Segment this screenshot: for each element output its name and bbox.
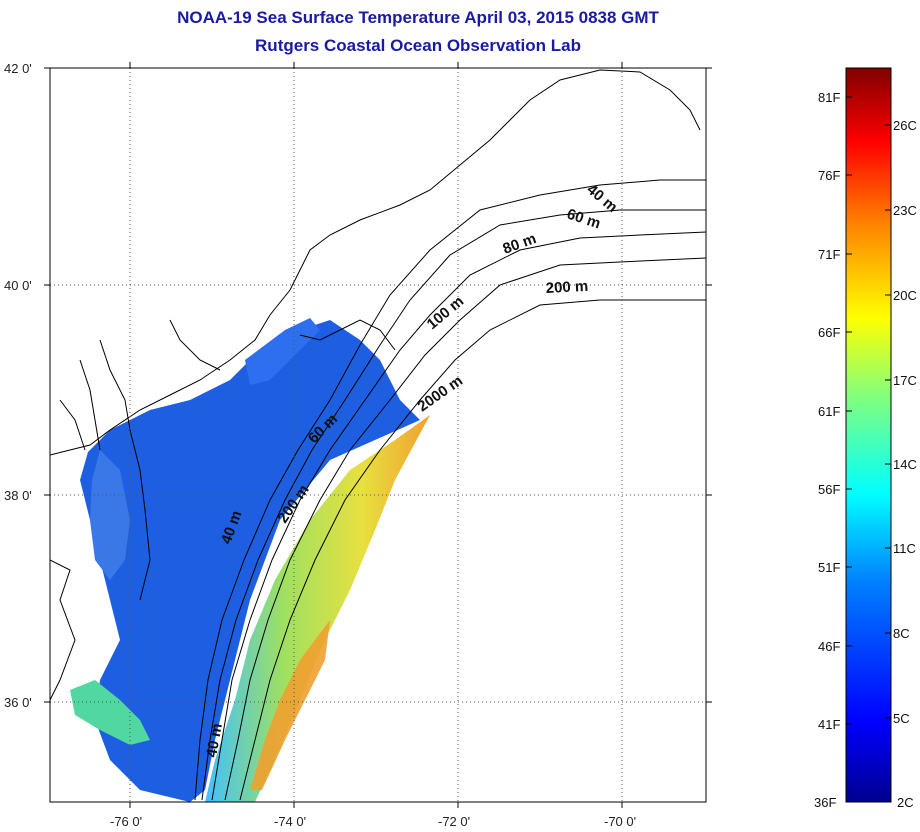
lon-label: -72 0' <box>438 814 470 829</box>
colorbar-f-label: 51F <box>818 560 840 575</box>
colorbar-f-label: 66F <box>818 325 840 340</box>
axis-ticks <box>44 62 712 808</box>
contour-label: 100 m <box>424 293 468 333</box>
map-panel <box>50 69 706 802</box>
colorbar-f-label: 71F <box>818 247 840 262</box>
contour-label: 200 m <box>545 278 588 297</box>
bathymetry-contours <box>194 179 706 801</box>
map-title: NOAA-19 Sea Surface Temperature April 03… <box>177 8 659 27</box>
colorbar-c-label: 8C <box>893 626 910 641</box>
sst-warm-offshore-water <box>205 415 430 802</box>
colorbar-c-label: 17C <box>893 373 917 388</box>
lat-label: 38 0' <box>4 488 32 503</box>
lat-label: 40 0' <box>4 278 32 293</box>
colorbar-f-label: 76F <box>818 168 840 183</box>
lat-label: 36 0' <box>4 695 32 710</box>
lon-label: -74 0' <box>274 814 306 829</box>
sst-cold-north-patch <box>245 318 320 385</box>
colorbar-f-label: 36F <box>814 795 836 810</box>
colorbar-c-label: 11C <box>893 541 916 556</box>
sst-bay-water <box>90 450 130 580</box>
sst-cold-shelf-water <box>80 320 420 802</box>
lon-label: -70 0' <box>604 814 636 829</box>
colorbar-f-label: 81F <box>818 90 840 105</box>
colorbar-f-label: 41F <box>818 717 840 732</box>
sst-warm-core <box>250 620 330 790</box>
lon-label: -76 0' <box>110 814 142 829</box>
contour-label: 80 m <box>501 230 539 258</box>
contour-label: 40 m <box>203 722 226 759</box>
colorbar-f-label: 61F <box>818 404 840 419</box>
colorbar <box>845 67 892 803</box>
graticule <box>50 68 706 802</box>
chesapeake-bay-outline <box>59 339 151 601</box>
colorbar-c-label: 14C <box>893 457 917 472</box>
map-frame <box>49 67 707 803</box>
coastline <box>50 69 701 701</box>
colorbar-c-label: 23C <box>893 203 917 218</box>
colorbar-ticks <box>846 96 891 725</box>
colorbar-c-label: 20C <box>893 288 917 303</box>
colorbar-f-label: 46F <box>818 639 840 654</box>
contour-label: 60 m <box>565 206 603 233</box>
colorbar-c-label: 5C <box>893 711 910 726</box>
lat-label: 42 0' <box>4 61 32 76</box>
colorbar-f-label: 56F <box>818 482 840 497</box>
colorbar-c-label: 2C <box>897 795 914 810</box>
colorbar-c-label: 26C <box>893 118 917 133</box>
map-subtitle: Rutgers Coastal Ocean Observation Lab <box>255 36 581 55</box>
